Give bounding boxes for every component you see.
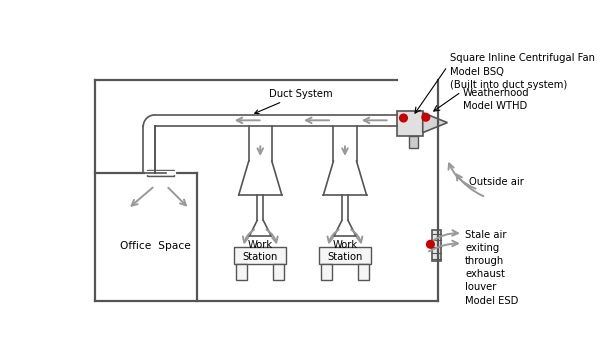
Bar <box>358 264 369 280</box>
Text: Work
Station: Work Station <box>243 240 278 262</box>
Bar <box>432 230 441 261</box>
Text: Outside air: Outside air <box>469 177 524 187</box>
Text: Office  Space: Office Space <box>120 241 191 251</box>
Text: Stale air
exiting
through
exhaust
louver
Model ESD: Stale air exiting through exhaust louver… <box>465 230 518 306</box>
Bar <box>147 170 174 176</box>
Bar <box>237 264 247 280</box>
Bar <box>319 247 371 264</box>
Circle shape <box>400 114 407 122</box>
Text: Work
Station: Work Station <box>328 240 363 262</box>
Bar <box>234 247 287 264</box>
Polygon shape <box>423 113 447 132</box>
Text: Weatherhood
Model WTHD: Weatherhood Model WTHD <box>463 88 529 111</box>
Text: Square Inline Centrifugal Fan
Model BSQ
(Built into duct system): Square Inline Centrifugal Fan Model BSQ … <box>450 53 595 90</box>
Bar <box>409 136 418 148</box>
Bar <box>273 264 284 280</box>
Text: Duct System: Duct System <box>255 89 332 114</box>
Circle shape <box>426 240 434 248</box>
Bar <box>321 264 332 280</box>
Circle shape <box>422 113 429 121</box>
Bar <box>397 111 423 136</box>
